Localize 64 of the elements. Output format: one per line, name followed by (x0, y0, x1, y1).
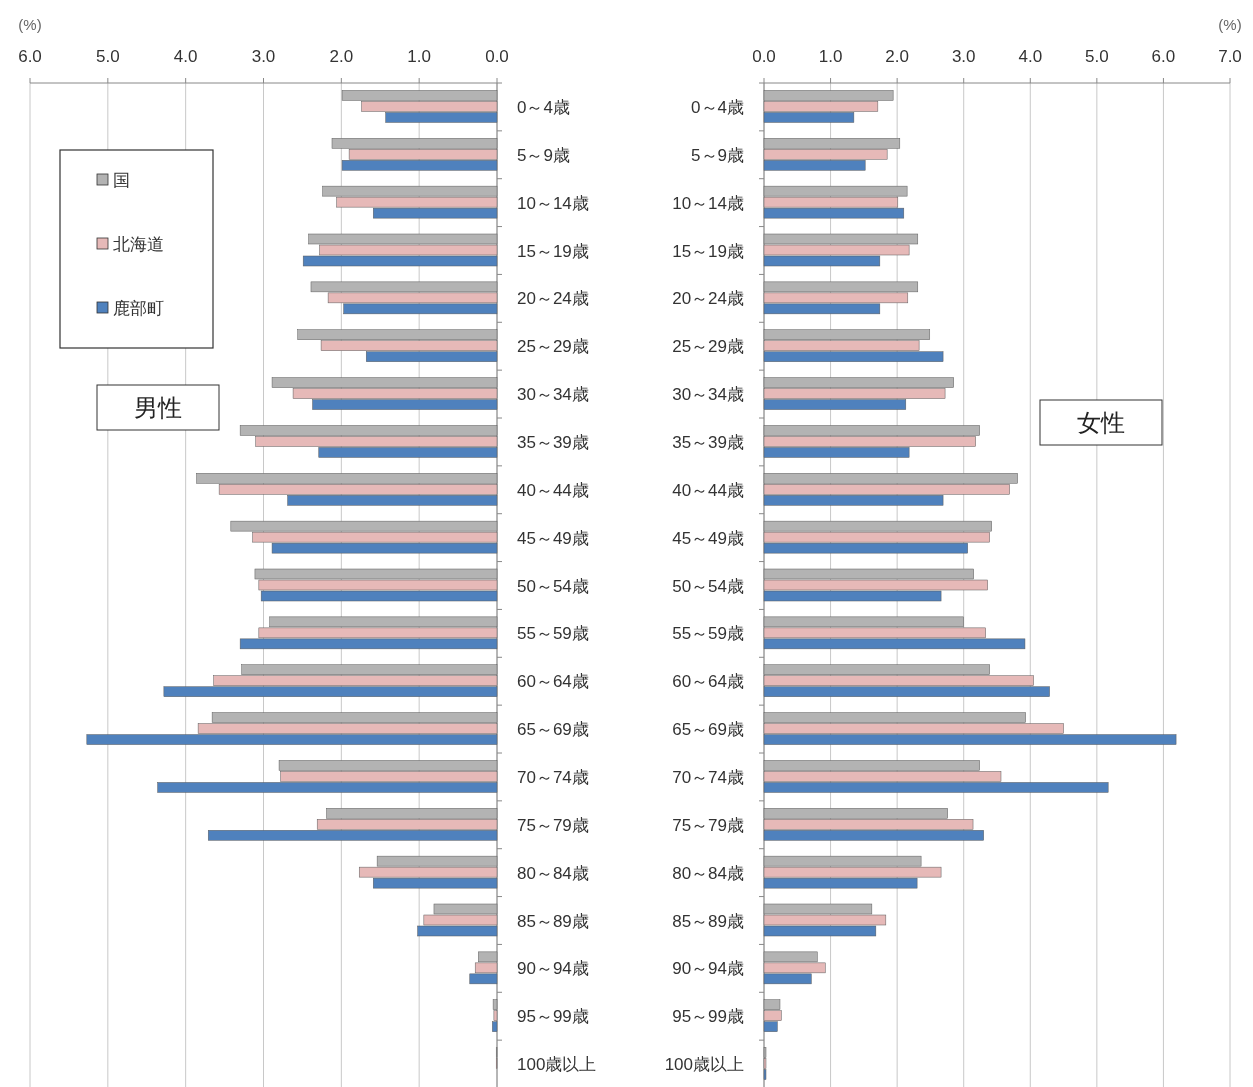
y-tick-label: 30～34歳 (517, 385, 589, 405)
y-tick-label: 65～69歳 (517, 720, 589, 740)
y-tick-label: 60～64歳 (672, 672, 744, 692)
y-tick-label: 0～4歳 (517, 97, 570, 117)
x-tick-label: 4.0 (173, 47, 198, 66)
annotation: 女性 (1077, 409, 1125, 436)
x-tick-label: 4.0 (1018, 47, 1043, 66)
y-tick-label: 50～54歳 (517, 576, 589, 596)
y-tick-label: 20～24歳 (672, 289, 744, 309)
x-tick-label: 1.0 (818, 47, 843, 66)
y-tick-label: 0～4歳 (691, 97, 744, 117)
y-tick-label: 100歳以上 (664, 1055, 744, 1075)
x-axis-title: (%) (1218, 16, 1242, 33)
y-tick-label: 15～19歳 (517, 241, 589, 261)
y-tick-label: 95～99歳 (672, 1007, 744, 1027)
y-tick-label: 10～14歳 (672, 193, 744, 213)
y-tick-label: 85～89歳 (517, 911, 589, 931)
annotation: 男性 (134, 394, 182, 421)
y-tick-label: 90～94歳 (672, 959, 744, 979)
y-tick-label: 80～84歳 (672, 863, 744, 883)
x-axis-title: (%) (18, 16, 42, 33)
legend-label: 鹿部町 (113, 299, 164, 318)
x-tick-label: 6.0 (1151, 47, 1176, 66)
y-tick-label: 45～49歳 (672, 528, 744, 548)
y-tick-label: 70～74歳 (672, 767, 744, 787)
x-tick-label: 6.0 (18, 47, 42, 66)
y-tick-label: 50～54歳 (672, 576, 744, 596)
y-tick-label: 15～19歳 (672, 241, 744, 261)
y-tick-label: 20～24歳 (517, 289, 589, 309)
y-tick-label: 55～59歳 (517, 624, 589, 644)
x-tick-label: 1.0 (407, 47, 431, 66)
y-tick-label: 60～64歳 (517, 672, 589, 692)
y-tick-label: 90～94歳 (517, 959, 589, 979)
y-tick-label: 40～44歳 (672, 480, 744, 500)
y-tick-label: 85～89歳 (672, 911, 744, 931)
y-tick-label: 75～79歳 (517, 815, 589, 835)
legend-label: 北海道 (113, 235, 164, 254)
y-tick-label: 25～29歳 (517, 337, 589, 357)
y-tick-label: 5～9歳 (691, 145, 744, 165)
x-tick-label: 3.0 (251, 47, 276, 66)
y-tick-label: 75～79歳 (672, 815, 744, 835)
y-tick-label: 100歳以上 (517, 1055, 597, 1075)
y-tick-label: 55～59歳 (672, 624, 744, 644)
x-tick-label: 7.0 (1218, 47, 1242, 66)
y-tick-label: 10～14歳 (517, 193, 589, 213)
y-tick-label: 25～29歳 (672, 337, 744, 357)
y-tick-label: 30～34歳 (672, 385, 744, 405)
x-tick-label: 5.0 (1085, 47, 1109, 66)
legend-label: 国 (113, 171, 130, 190)
y-tick-label: 40～44歳 (517, 480, 589, 500)
x-tick-label: 0.0 (485, 47, 509, 66)
x-tick-label: 5.0 (96, 47, 120, 66)
x-tick-label: 2.0 (885, 47, 909, 66)
x-tick-label: 3.0 (951, 47, 976, 66)
y-tick-label: 35～39歳 (517, 432, 589, 452)
y-tick-label: 35～39歳 (672, 432, 744, 452)
x-tick-label: 2.0 (329, 47, 354, 66)
y-tick-label: 95～99歳 (517, 1007, 589, 1027)
y-tick-label: 70～74歳 (517, 767, 589, 787)
y-tick-label: 5～9歳 (517, 145, 570, 165)
y-tick-label: 45～49歳 (517, 528, 589, 548)
y-tick-label: 80～84歳 (517, 863, 589, 883)
x-tick-label: 0.0 (752, 47, 776, 66)
y-tick-label: 65～69歳 (672, 720, 744, 740)
